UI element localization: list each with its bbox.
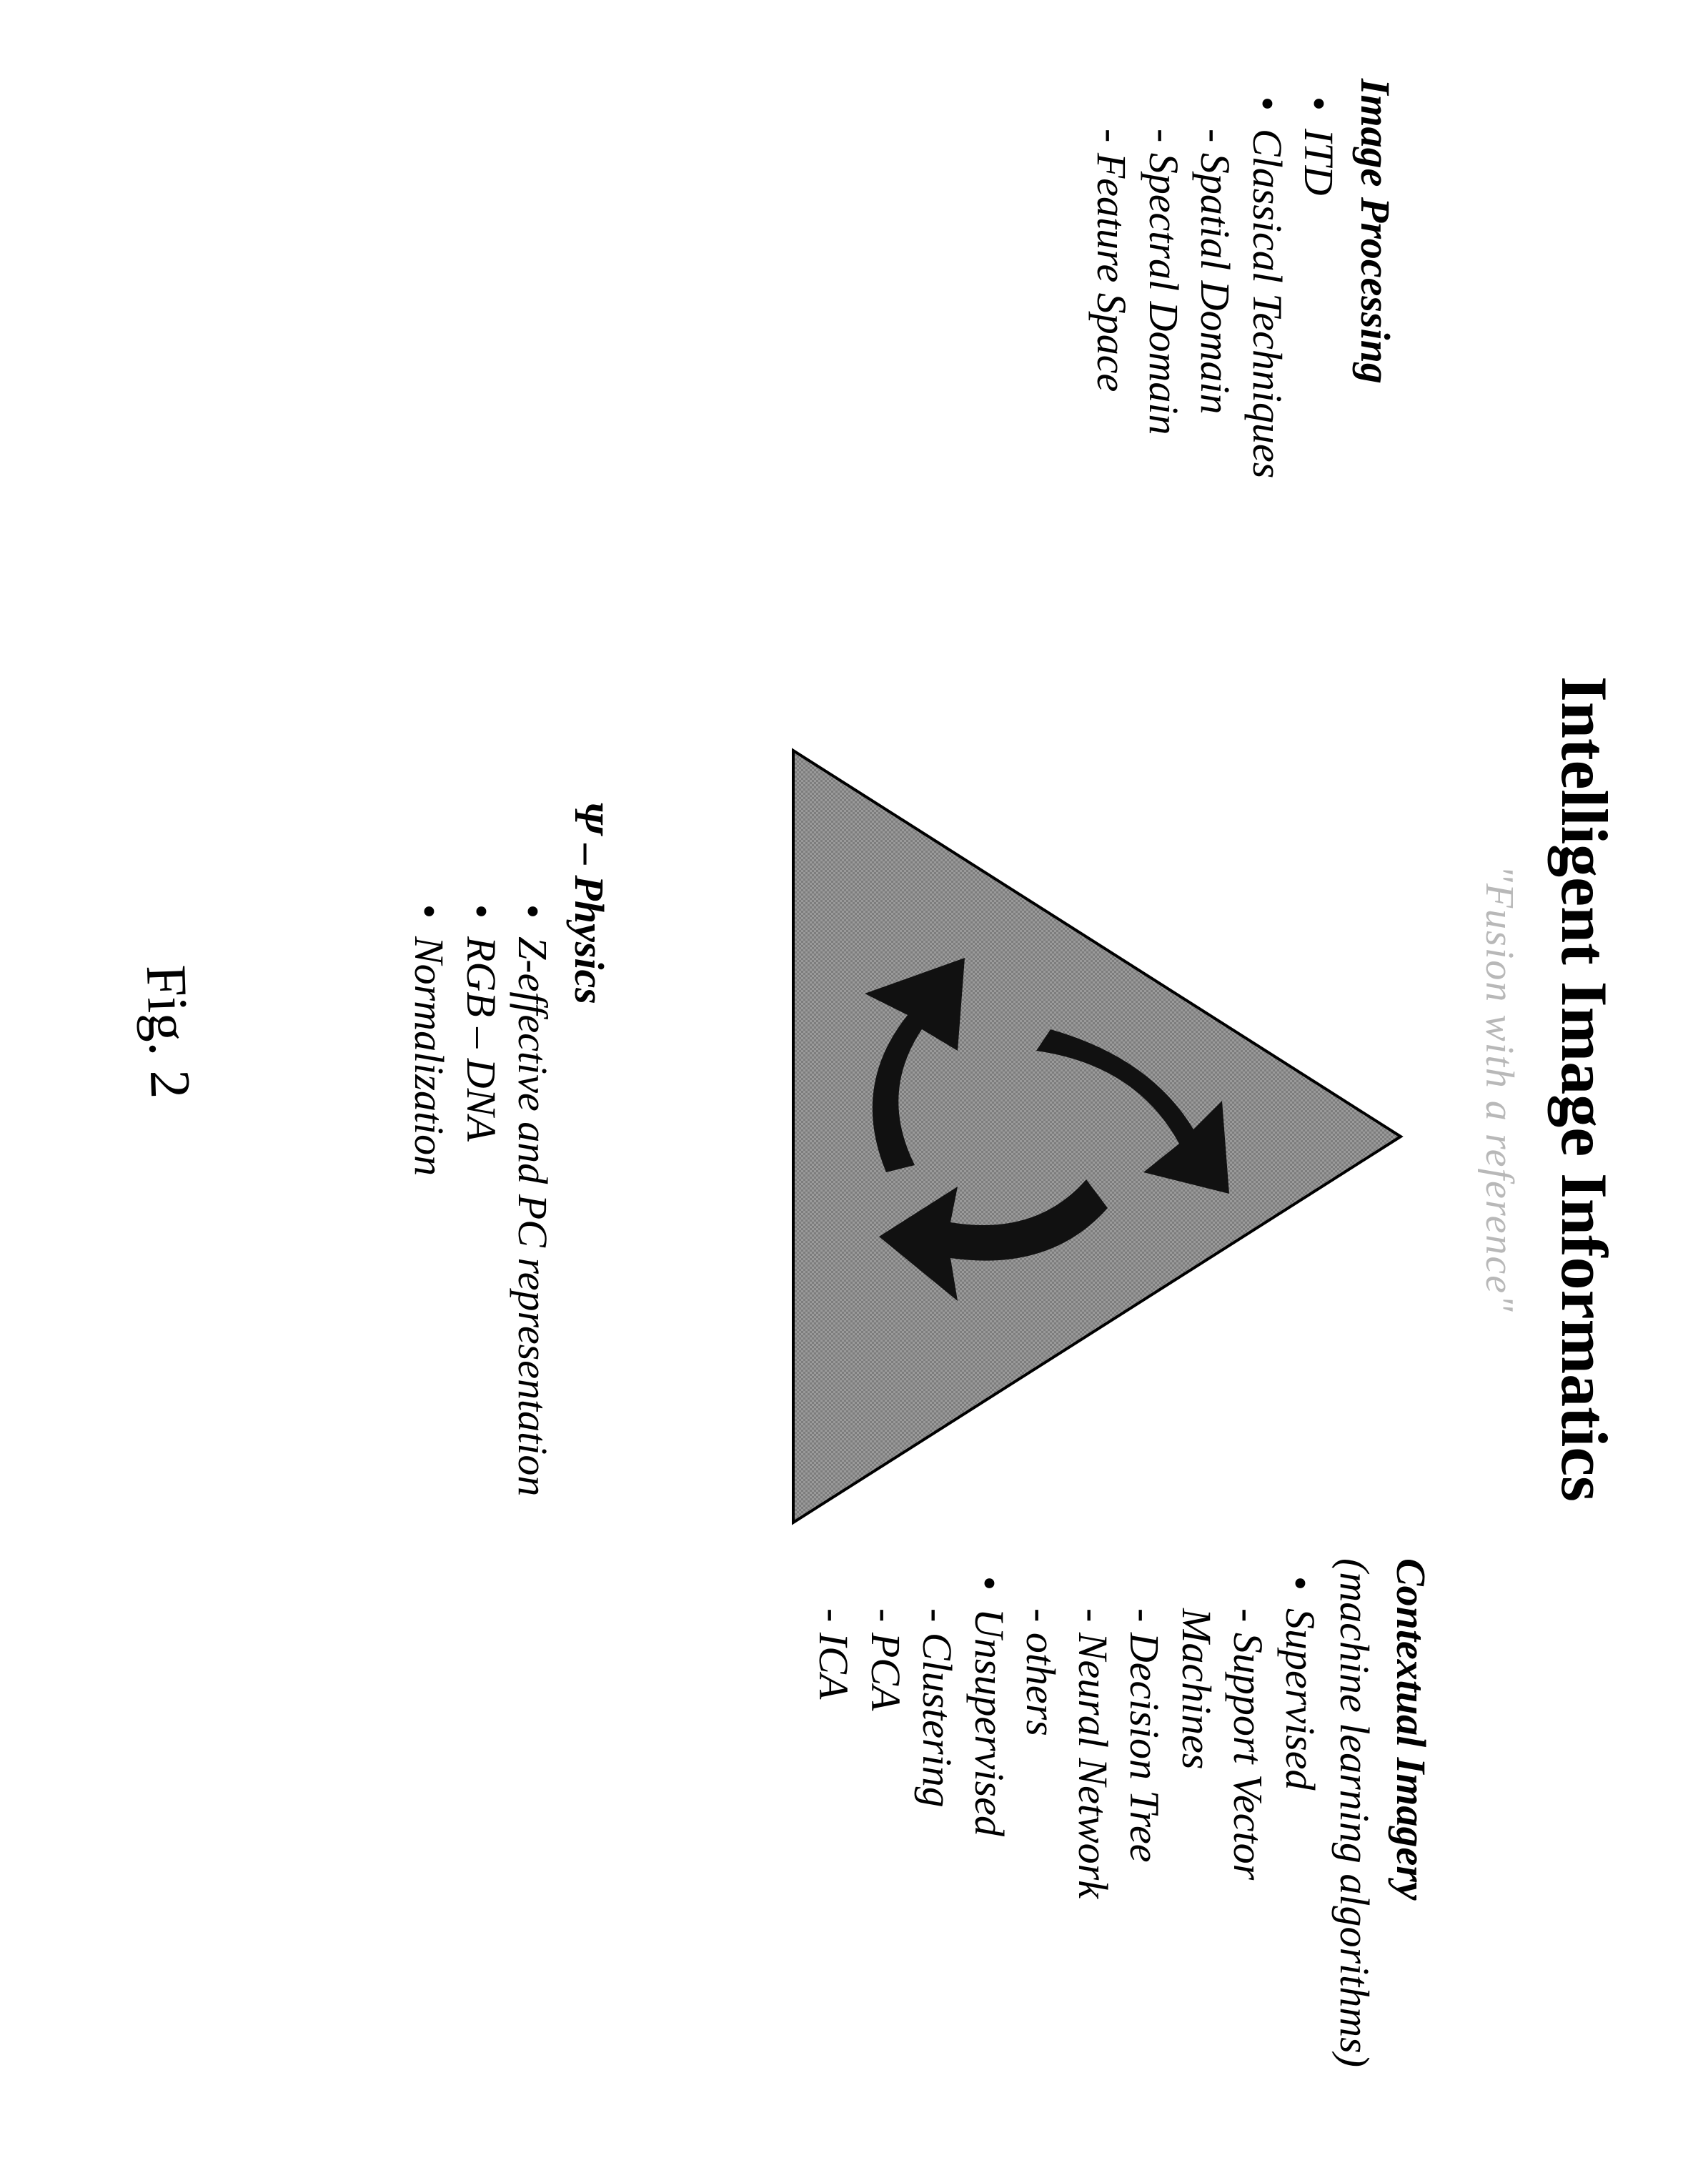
list-sub: - ICA <box>808 1558 860 2173</box>
page-subtitle: "Fusion with a reference" <box>1476 0 1522 2178</box>
list-label: Z-effective and PC representation <box>507 936 559 1496</box>
bullet-icon: • <box>963 1558 1016 1608</box>
bullet-icon: • <box>1274 1558 1326 1608</box>
list-item: • ITD <box>1293 79 1345 722</box>
psi-heading: Ψ – Physics <box>563 801 615 1801</box>
page: Intelligent Image Informatics "Fusion wi… <box>0 0 1708 2178</box>
list-item: • Unsupervised <box>963 1558 1016 2173</box>
list-item: • Z-effective and PC representation <box>507 801 559 1801</box>
image-processing-block: Image Processing • ITD • Classical Techn… <box>1086 79 1401 722</box>
list-sub: - Decision Tree <box>1118 1558 1171 2173</box>
contextual-imagery-block: Contextual Imagery (machine learning alg… <box>808 1558 1436 2173</box>
page-title: Intelligent Image Informatics <box>1546 0 1622 2178</box>
list-label: Normalization <box>403 936 455 1176</box>
psi-physics-block: Ψ – Physics • Z-effective and PC represe… <box>403 801 615 1801</box>
list-sub: - Spectral Domain <box>1138 79 1190 722</box>
contextual-subheading: (machine learning algorithms) <box>1329 1558 1381 2173</box>
bullet-icon: • <box>1293 79 1345 129</box>
list-sub: Machines <box>1171 1558 1223 2173</box>
list-item: • Normalization <box>403 801 455 1801</box>
list-label: Classical Techniques <box>1241 129 1294 478</box>
list-label: Supervised <box>1274 1608 1326 1791</box>
list-sub: - Neural Network <box>1067 1558 1119 2173</box>
list-sub: - Clustering <box>911 1558 963 2173</box>
list-label: Unsupervised <box>963 1608 1016 1836</box>
contextual-heading: Contextual Imagery <box>1385 1558 1437 2173</box>
list-label: RGB – DNA <box>455 936 507 1142</box>
list-sub: - Feature Space <box>1086 79 1138 722</box>
bullet-icon: • <box>1241 79 1294 129</box>
list-item: • RGB – DNA <box>455 801 507 1801</box>
list-item: • Supervised <box>1274 1558 1326 2173</box>
bullet-icon: • <box>455 886 507 936</box>
bullet-icon: • <box>507 886 559 936</box>
list-sub: - Support Vector <box>1222 1558 1274 2173</box>
list-sub: - Spatial Domain <box>1189 79 1241 722</box>
list-item: • Classical Techniques <box>1241 79 1294 722</box>
bullet-icon: • <box>403 886 455 936</box>
list-sub: - others <box>1015 1558 1067 2173</box>
figure-label: Fig. 2 <box>133 964 202 1099</box>
image-processing-heading: Image Processing <box>1349 79 1401 722</box>
list-sub: - PCA <box>860 1558 912 2173</box>
list-label: ITD <box>1293 129 1345 195</box>
triangle-diagram <box>722 743 1408 1530</box>
landscape-canvas: Intelligent Image Informatics "Fusion wi… <box>0 0 1708 2178</box>
